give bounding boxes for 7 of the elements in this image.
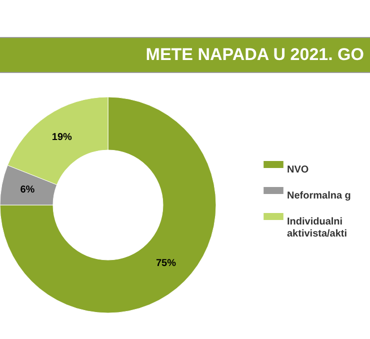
data-label: 75%	[156, 258, 176, 269]
data-label: 6%	[20, 184, 35, 196]
legend-label: Neformalna g	[287, 190, 351, 202]
legend-label: Individualni aktivista/akti	[287, 216, 348, 240]
chart-title: METE NAPADA U 2021. GO	[0, 37, 370, 73]
data-label: 19%	[52, 132, 72, 144]
legend-label: NVO	[287, 164, 309, 176]
